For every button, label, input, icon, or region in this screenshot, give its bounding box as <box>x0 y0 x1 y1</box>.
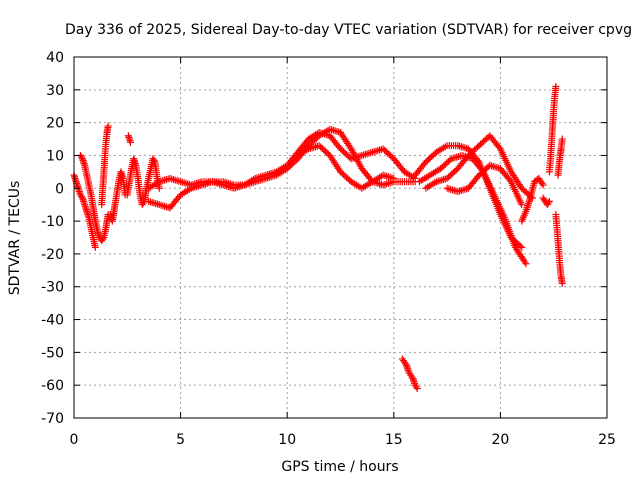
series-wave-2.8 <box>123 155 163 209</box>
series-band-lower <box>145 125 419 212</box>
axis-ticks: -70 -60 -50 -40 -30 -20 -10 0 10 20 30 40 0 5 10 15 20 25 <box>41 50 616 448</box>
x-tick-label: 5 <box>176 432 185 448</box>
data-point <box>139 199 147 207</box>
data-point <box>390 174 398 182</box>
y-tick-label: -40 <box>41 313 64 329</box>
x-tick-label: 0 <box>70 432 79 448</box>
y-tick-label: 20 <box>46 116 64 132</box>
data-points <box>70 83 566 392</box>
data-point <box>518 201 526 209</box>
x-axis-label: GPS time / hours <box>281 459 398 475</box>
data-point <box>413 384 421 392</box>
y-tick-label: -30 <box>41 280 64 296</box>
series-evening-c <box>422 132 536 202</box>
grid <box>74 57 607 418</box>
data-point <box>518 243 526 251</box>
data-point <box>522 260 530 268</box>
data-point <box>506 176 514 184</box>
series-drop-15.5 <box>398 355 421 392</box>
x-tick-label: 15 <box>385 432 403 448</box>
series-early-a <box>70 171 99 251</box>
y-tick-label: -10 <box>41 214 64 230</box>
y-tick-label: -20 <box>41 247 64 263</box>
y-tick-label: -60 <box>41 378 64 394</box>
x-tick-label: 20 <box>491 432 509 448</box>
y-tick-label: 10 <box>46 148 64 164</box>
data-point <box>539 181 547 189</box>
data-point <box>412 383 420 391</box>
data-point <box>155 184 163 192</box>
y-tick-label: -70 <box>41 411 64 427</box>
data-point <box>99 235 107 243</box>
y-axis-label: SDTVAR / TECUs <box>7 181 23 296</box>
x-tick-label: 25 <box>598 432 616 448</box>
data-point <box>495 143 503 151</box>
y-tick-label: 30 <box>46 83 64 99</box>
data-point <box>91 243 99 251</box>
series-spike-22.5 <box>545 83 560 176</box>
y-tick-label: 40 <box>46 50 64 66</box>
data-point <box>402 360 410 368</box>
series-evening-b <box>415 151 530 268</box>
series-tail-21.5 <box>518 174 547 225</box>
data-point <box>104 122 112 130</box>
data-point <box>126 138 134 146</box>
series-evening-d <box>443 161 526 209</box>
series-spike-22.8 <box>552 211 566 287</box>
data-point <box>77 192 85 200</box>
series-early-b <box>76 151 112 245</box>
y-tick-label: -50 <box>41 345 64 361</box>
chart-title: Day 336 of 2025, Sidereal Day-to-day VTE… <box>65 22 632 38</box>
plot-frame <box>73 56 608 419</box>
data-point <box>558 279 566 287</box>
data-point <box>552 83 560 91</box>
series-spike-22.9 <box>554 135 566 179</box>
x-tick-label: 10 <box>278 432 296 448</box>
y-tick-label: 0 <box>55 181 64 197</box>
data-point <box>538 179 546 187</box>
series-tail-22.2 <box>539 194 553 209</box>
series-band-mid <box>294 142 398 192</box>
series-spike-1.5 <box>98 122 112 209</box>
data-point <box>150 156 158 164</box>
data-point <box>77 153 85 161</box>
data-point <box>408 373 416 381</box>
data-point <box>545 197 553 205</box>
data-point <box>544 199 552 207</box>
series-isolated-2.6 <box>124 132 134 146</box>
data-point <box>558 135 566 143</box>
